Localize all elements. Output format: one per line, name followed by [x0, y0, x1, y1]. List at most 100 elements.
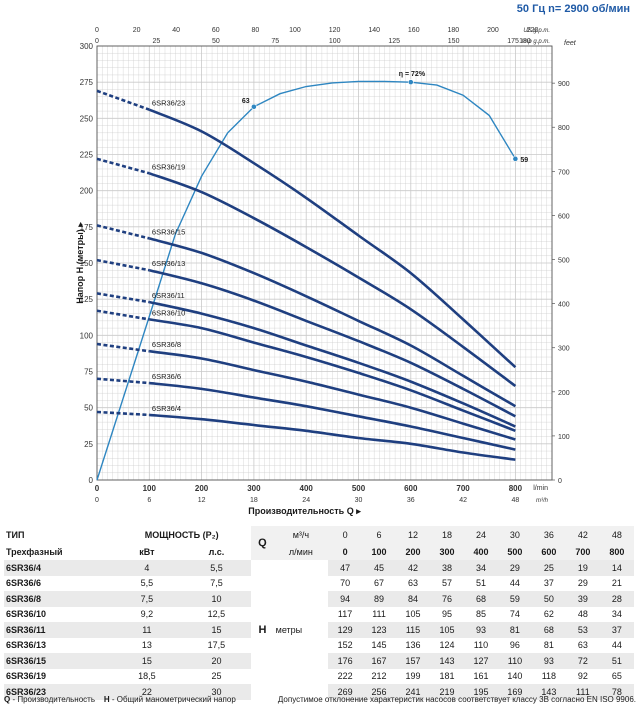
q-key: Q [4, 695, 11, 704]
h-spacer [273, 684, 329, 700]
performance-table: ТИП МОЩНОСТЬ (P₂) Q м³/ч 0 6 12 18 24 30… [4, 526, 634, 700]
q-header: Q [251, 526, 274, 560]
y-tick-label: 300 [80, 42, 94, 51]
head-value-cell: 241 [396, 684, 431, 700]
impgpm-tick-label: 175 [507, 38, 519, 45]
head-value-cell: 53 [565, 622, 600, 638]
hp-header: л.с. [181, 543, 252, 560]
pump-curve-dashed [96, 292, 150, 304]
head-value-cell: 19 [565, 560, 600, 576]
kw-header: кВт [112, 543, 182, 560]
head-value-cell: 81 [497, 622, 532, 638]
y-tick-label: 150 [80, 259, 94, 268]
feet-unit-label: feet [564, 40, 577, 47]
usgpm-tick-label: 0 [95, 27, 99, 34]
y-tick-label: 75 [84, 368, 93, 377]
head-value-cell: 74 [497, 606, 532, 622]
kw-cell: 15 [112, 653, 182, 669]
curve-label: 6SR36/23 [152, 99, 185, 108]
curve-label: 6SR36/13 [152, 259, 185, 268]
head-value-cell: 48 [565, 606, 600, 622]
head-value-cell: 269 [328, 684, 363, 700]
y-tick-label: 175 [80, 223, 94, 232]
x-tick-label: 400 [300, 484, 314, 493]
head-value-cell: 21 [599, 575, 634, 591]
head-value-cell: 34 [463, 560, 498, 576]
q-m3h-cell: 12 [396, 526, 431, 543]
x-unit-label: l/min [533, 485, 548, 492]
table-row: 6SR36/19 18,5 25 222 212 199 181 161 140 118 92 65 [4, 668, 634, 684]
model-cell: 6SR36/11 [4, 622, 113, 638]
head-value-cell: 105 [430, 622, 464, 638]
table-row: 6SR36/23 22 30 269 256 241 219 195 169 143 111 78 [4, 684, 634, 700]
head-value-cell: 93 [463, 622, 498, 638]
feet-tick-label: 600 [558, 213, 570, 220]
head-value-cell: 70 [328, 575, 363, 591]
head-value-cell: 38 [430, 560, 464, 576]
frequency-label: 50 Гц [516, 3, 546, 15]
head-value-cell: 123 [362, 622, 397, 638]
impgpm-tick-label: 25 [153, 38, 161, 45]
h-label: H [251, 622, 274, 638]
m3h-tick-label: 6 [147, 497, 151, 504]
pump-curve-dashed [96, 89, 150, 111]
h-spacer [251, 591, 274, 607]
h-key: H [103, 695, 110, 704]
q-lmin-cell: 800 [599, 543, 634, 560]
h-spacer [273, 653, 329, 669]
head-value-cell: 129 [328, 622, 363, 638]
h-spacer [251, 653, 274, 669]
head-value-cell: 118 [531, 668, 566, 684]
x-axis-title: Производительность Q ▸ [248, 506, 361, 516]
table-row: 6SR36/15 15 20 176 167 157 143 127 110 93 72 51 [4, 653, 634, 669]
footer: Q - Производительность H - Общий маномет… [4, 695, 636, 704]
head-value-cell: 63 [396, 575, 431, 591]
head-value-cell: 39 [565, 591, 600, 607]
kw-cell: 5,5 [112, 575, 182, 591]
h-spacer [251, 668, 274, 684]
y-tick-label: 0 [89, 476, 94, 485]
q-m3h-cell: 42 [565, 526, 600, 543]
usgpm-tick-label: 140 [368, 27, 380, 34]
pump-curve-6sr36-13 [148, 268, 516, 418]
usgpm-tick-label: 100 [289, 27, 301, 34]
head-value-cell: 111 [362, 606, 397, 622]
head-value-cell: 72 [565, 653, 600, 669]
meters-label: метры [273, 622, 329, 638]
impgpm-tick-label: 125 [388, 38, 400, 45]
model-cell: 6SR36/8 [4, 591, 113, 607]
plot-border [96, 45, 553, 481]
feet-tick-label: 900 [558, 81, 570, 88]
head-value-cell: 117 [328, 606, 363, 622]
head-value-cell: 62 [531, 606, 566, 622]
y-tick-label: 275 [80, 78, 94, 87]
head-value-cell: 143 [531, 684, 566, 700]
pump-curve-6sr36-6 [149, 381, 516, 451]
head-value-cell: 136 [396, 637, 431, 653]
curve-label: 6SR36/8 [152, 340, 181, 349]
hp-cell: 10 [181, 591, 252, 607]
usgpm-tick-label: 220 [527, 27, 539, 34]
impgpm-unit-label: Imp g.p.m. [522, 39, 550, 45]
y-tick-label: 200 [80, 187, 94, 196]
table-header-row: ТИП МОЩНОСТЬ (P₂) Q м³/ч 0 6 12 18 24 30… [4, 526, 634, 560]
feet-tick-label: 100 [558, 434, 570, 441]
pump-curve-6sr36-19 [148, 172, 517, 388]
impgpm-tick-label: 180 [519, 38, 531, 45]
x-tick-label: 200 [195, 484, 209, 493]
m3h-tick-label: 24 [302, 497, 310, 504]
model-cell: 6SR36/4 [4, 560, 113, 576]
head-value-cell: 111 [565, 684, 600, 700]
performance-rows: 6SR36/4 4 5,5 47 45 42 38 34 29 25 19 14 6SR36/6 5,5 7… [4, 560, 634, 700]
head-value-cell: 51 [463, 575, 498, 591]
q-m3h-cell: 18 [430, 526, 464, 543]
efficiency-label: 59 [520, 157, 528, 164]
head-value-cell: 195 [463, 684, 498, 700]
feet-tick-label: 0 [558, 478, 562, 485]
kw-cell: 22 [112, 684, 182, 700]
type-header: ТИП [4, 526, 113, 543]
h-spacer [251, 684, 274, 700]
head-value-cell: 89 [362, 591, 397, 607]
y-tick-label: 250 [80, 114, 94, 123]
head-value-cell: 63 [565, 637, 600, 653]
